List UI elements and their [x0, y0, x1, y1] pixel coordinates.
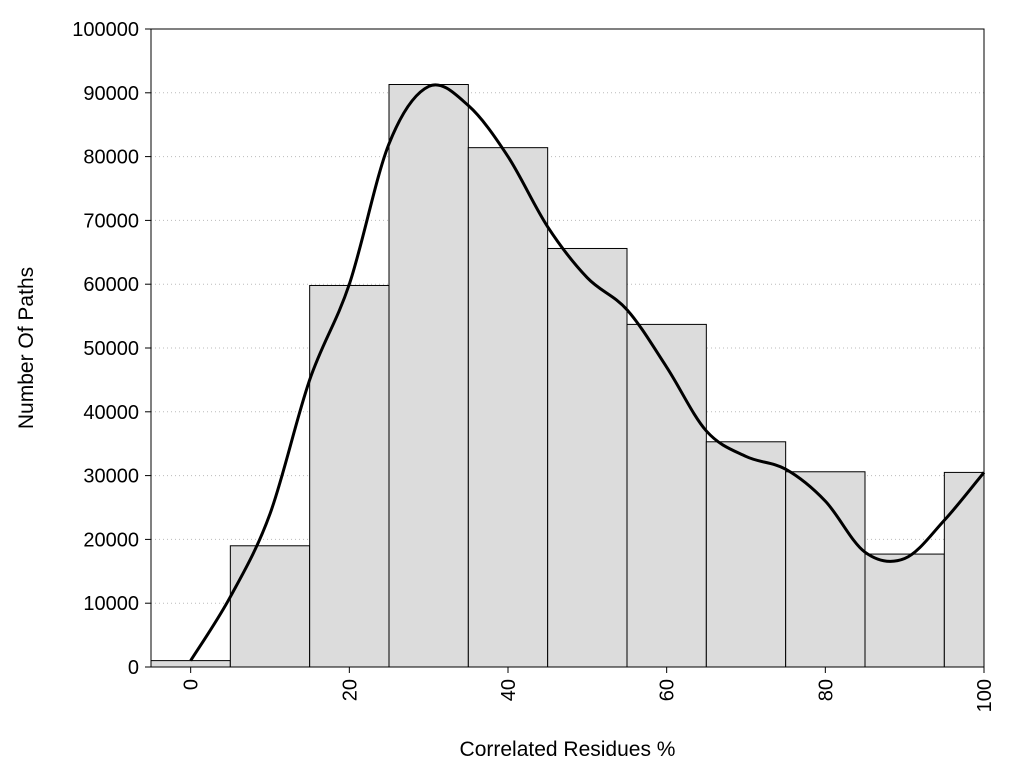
y-axis-ticks: 0 10000 20000 30000 40000 50000 60000 70000 8000…	[72, 19, 151, 679]
x-tick-label: 60	[657, 679, 679, 701]
density-curve	[189, 83, 986, 662]
y-tick-label: 0	[128, 657, 139, 679]
x-tick-label: 100	[974, 679, 996, 712]
y-tick-label: 80000	[83, 147, 139, 169]
y-tick-label: 90000	[83, 83, 139, 105]
x-tick-label: 20	[339, 679, 361, 701]
histogram-bar	[388, 84, 469, 668]
histogram-bar	[547, 247, 628, 668]
histogram-bar	[785, 471, 866, 668]
histogram-bar	[150, 660, 231, 668]
y-tick-label: 30000	[83, 466, 139, 488]
histogram-bar	[309, 284, 390, 668]
x-tick-label: 80	[815, 679, 837, 701]
histogram-bar	[705, 441, 787, 668]
x-axis-ticks: 0 20 40 60 80 100	[181, 667, 996, 712]
y-axis-title: Number Of Paths	[15, 267, 38, 429]
y-tick-label: 10000	[83, 593, 139, 615]
density-curve-layer	[189, 83, 986, 662]
histogram-bar	[626, 323, 707, 668]
y-tick-label: 20000	[83, 529, 139, 551]
y-tick-label: 40000	[83, 402, 139, 424]
y-tick-label: 100000	[72, 19, 139, 41]
x-tick-label: 40	[498, 679, 520, 701]
y-tick-label: 70000	[83, 210, 139, 232]
histogram-bar	[864, 553, 945, 668]
histogram-bar	[229, 545, 311, 668]
x-tick-label: 0	[181, 679, 203, 690]
histogram-bar	[943, 471, 985, 668]
y-tick-label: 50000	[83, 338, 139, 360]
histogram-bars	[150, 84, 985, 668]
x-axis-title: Correlated Residues %	[460, 738, 676, 761]
y-tick-label: 60000	[83, 274, 139, 296]
histogram-bar	[467, 147, 549, 668]
